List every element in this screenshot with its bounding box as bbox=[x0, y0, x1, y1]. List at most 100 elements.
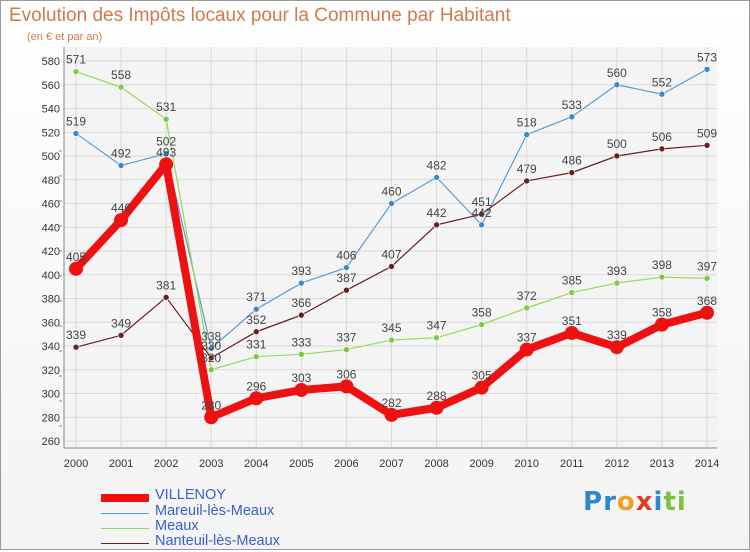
data-point bbox=[159, 157, 174, 172]
data-label: 296 bbox=[246, 379, 266, 393]
data-point bbox=[429, 400, 444, 415]
data-label: 573 bbox=[697, 50, 717, 64]
data-point bbox=[298, 279, 305, 287]
data-label: 381 bbox=[156, 278, 176, 292]
x-tick-label: 2009 bbox=[469, 458, 493, 470]
data-point bbox=[433, 174, 440, 181]
y-tick-label: 540 bbox=[42, 104, 60, 116]
data-label: 518 bbox=[517, 116, 537, 130]
logo-letter: i bbox=[676, 487, 687, 517]
data-point bbox=[388, 336, 395, 344]
data-label: 398 bbox=[652, 258, 672, 272]
x-tick-label: 2010 bbox=[514, 458, 538, 470]
data-point bbox=[162, 150, 170, 157]
data-label: 338 bbox=[201, 329, 221, 343]
y-tick-label: 580 bbox=[42, 56, 60, 68]
data-point bbox=[117, 332, 125, 339]
data-label: 451 bbox=[472, 195, 492, 209]
data-label: 358 bbox=[472, 306, 492, 320]
data-label: 393 bbox=[291, 264, 311, 278]
data-label: 482 bbox=[427, 158, 447, 172]
data-label: 330 bbox=[201, 339, 221, 353]
data-point bbox=[72, 68, 80, 75]
data-label: 397 bbox=[697, 259, 717, 273]
data-point bbox=[207, 345, 215, 352]
y-tick-label: 440 bbox=[42, 222, 60, 234]
x-tick-label: 2013 bbox=[650, 458, 674, 470]
data-point bbox=[339, 379, 354, 394]
data-label: 531 bbox=[156, 100, 176, 114]
data-point bbox=[433, 221, 440, 229]
data-point bbox=[162, 115, 170, 123]
data-label: 320 bbox=[201, 351, 221, 365]
data-point bbox=[249, 391, 264, 406]
data-label: 406 bbox=[336, 249, 356, 263]
data-label: 502 bbox=[156, 135, 176, 149]
y-tick-label: 420 bbox=[42, 246, 60, 258]
data-point bbox=[207, 366, 215, 374]
proxiti-logo: Proxiti bbox=[583, 487, 687, 517]
data-point bbox=[117, 83, 125, 91]
y-tick-label: 260 bbox=[42, 436, 60, 448]
data-point bbox=[388, 263, 395, 270]
data-point bbox=[658, 90, 666, 98]
data-point bbox=[700, 305, 714, 320]
data-point bbox=[658, 145, 666, 153]
data-point bbox=[388, 200, 395, 207]
data-label: 306 bbox=[336, 367, 356, 381]
data-point bbox=[252, 353, 260, 360]
data-label: 560 bbox=[607, 66, 627, 80]
data-point bbox=[298, 311, 305, 319]
data-point bbox=[658, 273, 666, 281]
data-label: 460 bbox=[381, 185, 401, 199]
y-tick-label: 400 bbox=[42, 270, 60, 282]
data-point bbox=[568, 113, 576, 121]
x-tick-label: 2003 bbox=[199, 458, 223, 470]
data-point bbox=[343, 264, 350, 271]
data-label: 446 bbox=[111, 201, 131, 215]
data-point bbox=[384, 407, 399, 422]
legend-label-mareuil: Mareuil-lès-Meaux bbox=[155, 503, 275, 519]
legend-swatch-meaux bbox=[101, 528, 149, 529]
data-label: 387 bbox=[336, 271, 356, 285]
x-tick-label: 2014 bbox=[695, 458, 719, 470]
data-point bbox=[433, 334, 440, 341]
y-tick-label: 560 bbox=[42, 80, 60, 92]
data-label: 337 bbox=[336, 331, 356, 345]
data-point bbox=[207, 354, 215, 362]
data-point bbox=[478, 210, 485, 218]
data-label: 442 bbox=[472, 206, 492, 220]
data-point bbox=[523, 304, 531, 312]
data-point bbox=[294, 382, 309, 397]
logo-letter: t bbox=[663, 487, 677, 517]
data-point bbox=[703, 275, 711, 282]
data-point bbox=[478, 221, 485, 229]
legend-swatch-nanteuil bbox=[101, 543, 149, 544]
legend-label-nanteuil: Nanteuil-lès-Meaux bbox=[155, 533, 280, 549]
data-point bbox=[654, 317, 669, 332]
data-point bbox=[703, 66, 711, 73]
data-point bbox=[568, 169, 576, 176]
data-label: 349 bbox=[111, 316, 131, 330]
y-tick-label: 300 bbox=[42, 389, 60, 401]
data-label: 337 bbox=[517, 331, 537, 345]
data-label: 571 bbox=[66, 53, 86, 67]
data-label: 288 bbox=[427, 389, 447, 403]
data-label: 347 bbox=[427, 319, 447, 333]
data-label: 345 bbox=[381, 321, 401, 335]
data-point bbox=[343, 346, 350, 353]
data-point bbox=[613, 81, 621, 89]
data-label: 280 bbox=[201, 398, 221, 412]
data-point bbox=[114, 213, 129, 228]
data-point bbox=[117, 162, 125, 169]
data-label: 352 bbox=[246, 313, 266, 327]
y-tick-label: 380 bbox=[42, 294, 60, 306]
logo-letter: i bbox=[653, 487, 664, 517]
logo-letter: r bbox=[603, 487, 617, 517]
x-tick-label: 2004 bbox=[244, 458, 268, 470]
data-label: 533 bbox=[562, 98, 582, 112]
data-label: 479 bbox=[517, 162, 537, 176]
logo-letter: o bbox=[616, 487, 636, 517]
